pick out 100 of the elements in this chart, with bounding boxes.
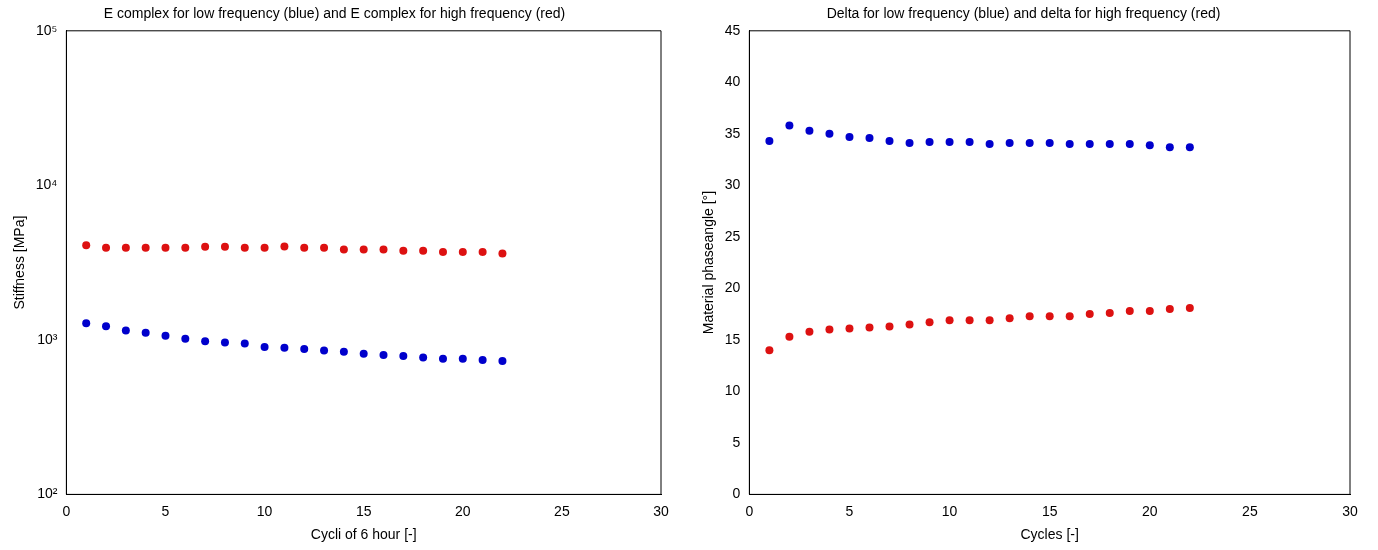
y-tick-label: 10⁵ [36,21,58,38]
point [1185,303,1194,312]
y-tick-label: 30 [724,176,741,193]
point [280,242,289,251]
y-tick-label: 25 [724,227,741,244]
point [1085,310,1094,319]
point [1005,139,1014,148]
point [865,133,874,142]
point [260,243,269,252]
point [905,139,914,148]
point [825,325,834,334]
point [359,245,368,254]
point [102,243,111,252]
point [379,351,388,360]
point [805,327,814,336]
point [985,316,994,325]
point [1025,139,1034,148]
x-tick-label: 20 [1142,502,1158,519]
point [498,249,507,258]
point [965,138,974,147]
x-tick-label: 10 [256,502,273,519]
x-tick-label: 15 [1041,502,1058,519]
point [1065,312,1074,321]
point [1165,143,1174,152]
point [885,322,894,331]
point [945,138,954,147]
point [260,342,269,351]
point [300,243,309,252]
x-axis-title: Cycli of 6 hour [-] [310,526,417,543]
point [320,243,329,252]
point [925,138,934,147]
y-tick-label: 10⁴ [35,176,58,193]
point [478,247,487,256]
y-tick-label: 10 [724,382,741,399]
point [865,323,874,332]
y-tick-label: 0 [732,485,741,502]
y-axis-title: Material phaseangle [°] [700,190,717,335]
x-tick-label: 15 [355,502,372,519]
point [300,345,309,354]
y-tick-label: 45 [724,21,741,38]
point [220,242,229,251]
point [379,245,388,254]
point [458,354,467,363]
point [201,337,210,346]
x-tick-label: 5 [845,502,854,519]
point [359,349,368,358]
x-tick-label: 20 [455,502,471,519]
y-tick-label: 35 [724,124,741,141]
point [161,331,170,340]
point [1185,143,1194,152]
point [945,316,954,325]
point [339,347,348,356]
y-axis-title: Stiffness [MPa] [11,215,28,310]
point [240,243,249,252]
y-tick-label: 40 [724,73,741,90]
point [1125,140,1134,149]
chart-title: E complex for low frequency (blue) and E complex for high frequency (red) [103,5,566,22]
point [1085,140,1094,149]
point [201,242,210,251]
point [1145,141,1154,150]
point [121,243,130,252]
point [280,343,289,352]
x-axis-title: Cycles [-] [1020,526,1079,543]
point [1025,312,1034,321]
y-tick-label: 5 [732,433,741,450]
point [141,243,150,252]
x-tick-label: 0 [62,502,71,519]
point [1045,139,1054,148]
point [765,137,774,146]
point [419,246,428,255]
point [181,334,190,343]
point [1165,304,1174,313]
x-tick-label: 25 [554,502,570,519]
point [82,319,91,328]
point [220,338,229,347]
x-tick-label: 0 [745,502,754,519]
point [121,326,130,335]
x-tick-label: 5 [161,502,170,519]
point [1145,307,1154,316]
point [905,320,914,329]
point [399,246,408,255]
point [845,324,854,333]
point [1125,307,1134,316]
y-tick-label: 20 [724,279,741,296]
point [339,245,348,254]
x-tick-label: 30 [653,502,669,519]
point [458,247,467,256]
point [438,247,447,256]
chart-title: Delta for low frequency (blue) and delta for high frequency (red) [826,5,1221,22]
point [985,140,994,149]
x-tick-label: 10 [941,502,958,519]
point [478,355,487,364]
point [965,316,974,325]
point [805,126,814,135]
x-tick-label: 25 [1242,502,1258,519]
y-tick-label: 10³ [37,330,58,347]
point [1005,314,1014,323]
point [1105,309,1114,318]
point [438,354,447,363]
y-tick-label: 10² [37,485,58,502]
